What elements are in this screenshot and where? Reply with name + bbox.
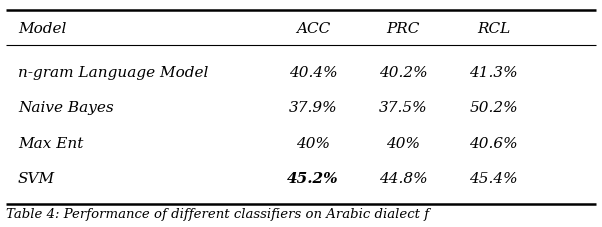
Text: 40%: 40% (386, 136, 420, 150)
Text: Max Ent: Max Ent (18, 136, 84, 150)
Text: 50.2%: 50.2% (470, 101, 518, 115)
Text: Naive Bayes: Naive Bayes (18, 101, 114, 115)
Text: SVM: SVM (18, 171, 55, 185)
Text: ACC: ACC (296, 21, 330, 35)
Text: 40.2%: 40.2% (379, 66, 427, 80)
Text: 40%: 40% (296, 136, 330, 150)
Text: 41.3%: 41.3% (470, 66, 518, 80)
Text: 37.5%: 37.5% (379, 101, 427, 115)
Text: 40.4%: 40.4% (289, 66, 337, 80)
Text: 45.2%: 45.2% (287, 171, 339, 185)
Text: 40.6%: 40.6% (470, 136, 518, 150)
Text: RCL: RCL (477, 21, 510, 35)
Text: n-gram Language Model: n-gram Language Model (18, 66, 208, 80)
Text: Model: Model (18, 21, 66, 35)
Text: 44.8%: 44.8% (379, 171, 427, 185)
Text: 45.4%: 45.4% (470, 171, 518, 185)
Text: PRC: PRC (386, 21, 420, 35)
Text: Table 4: Performance of different classifiers on Arabic dialect f: Table 4: Performance of different classi… (6, 207, 429, 220)
Text: 37.9%: 37.9% (289, 101, 337, 115)
